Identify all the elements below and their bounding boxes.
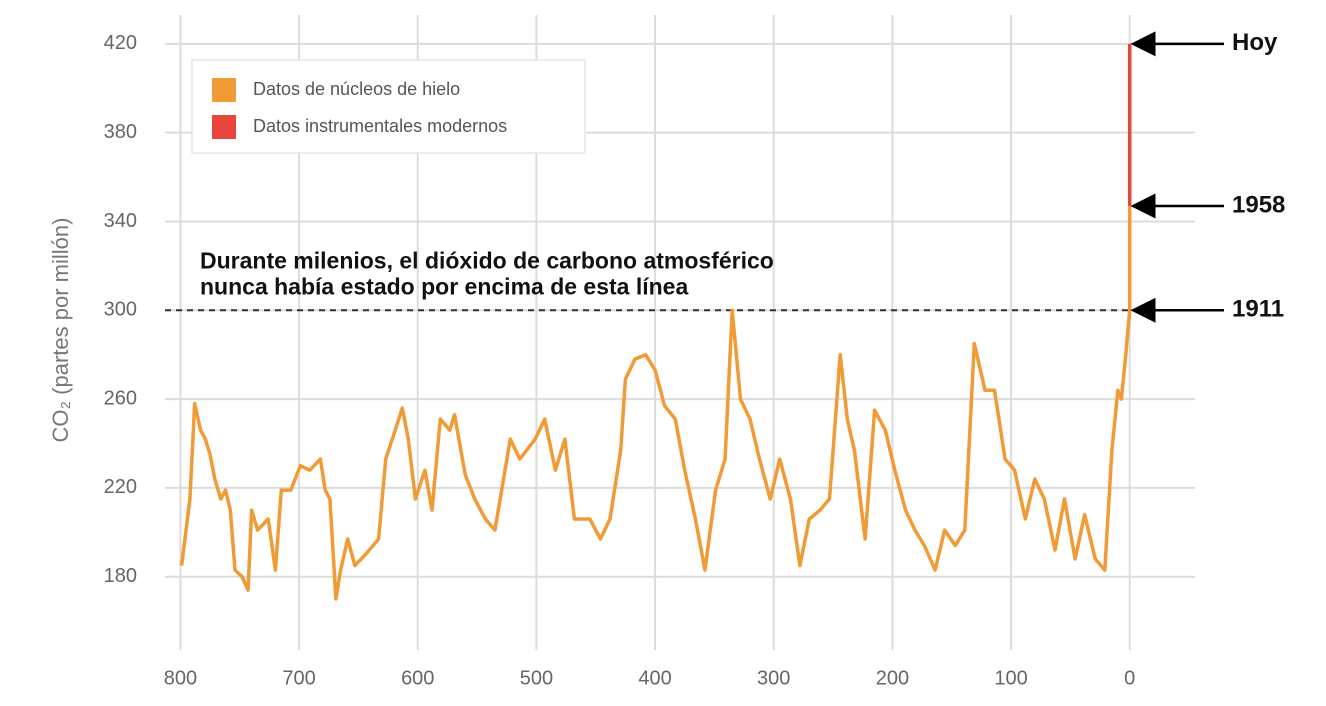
x-tick-label: 400 (638, 667, 671, 689)
legend-box (191, 59, 586, 154)
x-tick-label: 500 (520, 667, 553, 689)
legend-swatch (212, 78, 236, 102)
legend-label: Datos instrumentales modernos (253, 116, 507, 136)
y-tick-label: 180 (104, 565, 137, 587)
y-axis-label: CO₂ (partes por millón) (48, 218, 73, 443)
y-tick-label: 220 (104, 476, 137, 498)
y-tick-label: 300 (104, 299, 137, 321)
y-tick-label: 340 (104, 210, 137, 232)
x-tick-label: 0 (1124, 667, 1135, 689)
x-tick-label: 200 (876, 667, 909, 689)
x-tick-label: 700 (282, 667, 315, 689)
annotation-label: 1958 (1232, 191, 1285, 218)
x-tick-label: 600 (401, 667, 434, 689)
annotation-label: Hoy (1232, 29, 1278, 56)
data-line (179, 205, 1132, 601)
y-tick-label: 260 (104, 387, 137, 409)
reference-label: nunca había estado por encima de esta lí… (200, 273, 688, 299)
legend-swatch (212, 115, 236, 139)
x-tick-label: 300 (757, 667, 790, 689)
x-tick-label: 800 (164, 667, 197, 689)
reference-label: Durante milenios, el dióxido de carbono … (200, 247, 774, 273)
legend-label: Datos de núcleos de hielo (253, 79, 460, 99)
y-tick-label: 420 (104, 32, 137, 54)
y-tick-label: 380 (104, 121, 137, 143)
x-tick-label: 100 (994, 667, 1027, 689)
annotation-label: 1911 (1232, 296, 1284, 323)
